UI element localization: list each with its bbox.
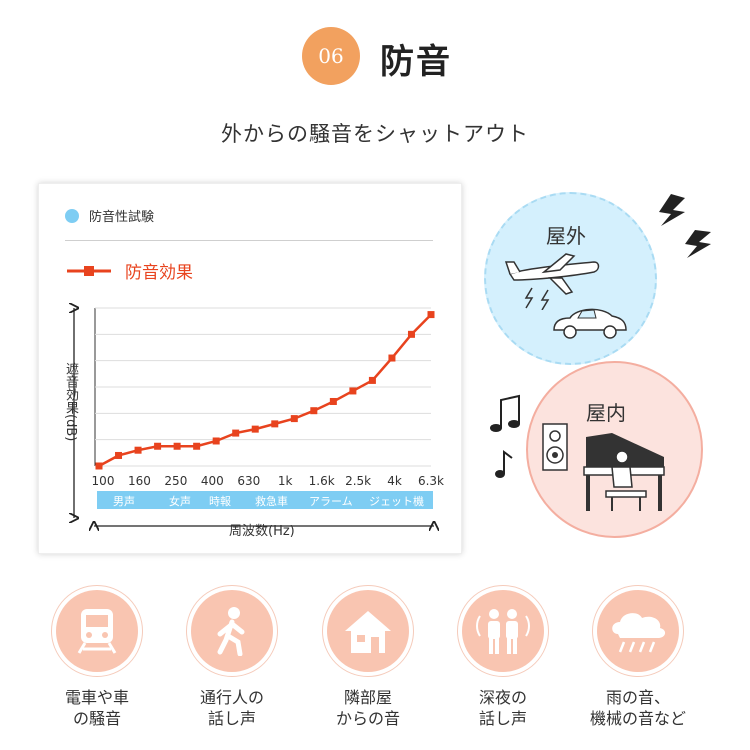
band-label: 女声 bbox=[169, 495, 191, 508]
piano-player-icon bbox=[583, 433, 665, 511]
category-label: 雨の音、 bbox=[605, 688, 670, 707]
indoor-circle: 屋内 bbox=[526, 361, 703, 538]
band-label: 救急車 bbox=[255, 495, 288, 508]
tick-label: 400 bbox=[201, 474, 224, 488]
category-neighbor-room: 隣部屋 からの音 bbox=[316, 585, 420, 729]
data-point bbox=[193, 442, 201, 450]
data-point bbox=[232, 429, 240, 437]
category-label: 隣部屋 bbox=[343, 688, 392, 707]
data-point bbox=[388, 354, 396, 362]
speaker-icon bbox=[542, 423, 568, 471]
music-notes-icon bbox=[490, 394, 520, 478]
tick-label: 100 bbox=[92, 474, 115, 488]
couple-talking-icon bbox=[476, 609, 530, 654]
frequency-band-bar: 男声 女声 時報 救急車 アラーム ジェット機 bbox=[97, 491, 433, 509]
car-icon bbox=[553, 308, 627, 339]
y-axis-label: 遮音効果(dB) bbox=[63, 362, 78, 442]
tick-label: 630 bbox=[237, 474, 260, 488]
tick-label: 2.5k bbox=[345, 474, 371, 488]
category-train-noise: 電車や車 の騒音 bbox=[45, 585, 149, 729]
data-point bbox=[115, 451, 123, 459]
band-label: ジェット機 bbox=[369, 495, 424, 508]
data-point bbox=[329, 397, 337, 405]
rain-cloud-icon bbox=[612, 613, 666, 653]
line-chart: 100 160 250 400 630 1k 1.6k 2.5k 4k 6.3k bbox=[39, 184, 445, 555]
data-point bbox=[134, 446, 142, 454]
data-point bbox=[154, 442, 162, 450]
section-subtitle: 外からの騒音をシャットアウト bbox=[221, 122, 529, 146]
chart-title-text: 防音性試験 bbox=[89, 210, 155, 225]
category-night-talk: 深夜の 話し声 bbox=[451, 585, 555, 729]
x-axis-label: 周波数(Hz) bbox=[229, 524, 295, 539]
data-point bbox=[212, 437, 220, 445]
data-point bbox=[349, 387, 357, 395]
data-point bbox=[427, 311, 435, 319]
data-point bbox=[407, 330, 415, 338]
chart-title: 防音性試験 bbox=[65, 206, 154, 225]
series-legend: 防音効果 bbox=[67, 258, 193, 283]
data-point bbox=[310, 407, 318, 415]
category-label: からの音 bbox=[335, 709, 400, 728]
category-label: 話し声 bbox=[207, 709, 256, 728]
section-title: 防音 bbox=[380, 42, 452, 82]
train-icon bbox=[77, 609, 117, 654]
category-label: 通行人の bbox=[199, 688, 264, 707]
data-point bbox=[271, 420, 279, 428]
data-point bbox=[290, 415, 298, 423]
series-legend-label: 防音効果 bbox=[125, 263, 193, 283]
lightning-icon bbox=[659, 194, 711, 258]
section-number: 06 bbox=[318, 44, 344, 68]
outdoor-circle: 屋外 bbox=[484, 192, 657, 365]
data-point bbox=[95, 462, 103, 470]
tick-label: 1k bbox=[278, 474, 293, 488]
indoor-label: 屋内 bbox=[586, 401, 626, 425]
series-legend-icon bbox=[67, 265, 111, 276]
chart-divider bbox=[65, 240, 433, 241]
data-point bbox=[173, 442, 181, 450]
category-passerby: 通行人の 話し声 bbox=[180, 585, 284, 729]
category-label: 話し声 bbox=[478, 709, 527, 728]
outdoor-label: 屋外 bbox=[546, 224, 586, 248]
band-label: 時報 bbox=[209, 495, 231, 508]
category-rain-machine: 雨の音、機械の音など bbox=[586, 585, 690, 729]
tick-label: 1.6k bbox=[309, 474, 335, 488]
grid-lines bbox=[95, 307, 431, 467]
tick-label: 4k bbox=[387, 474, 402, 488]
tick-label: 250 bbox=[164, 474, 187, 488]
band-label: 男声 bbox=[113, 495, 135, 508]
series-line bbox=[95, 311, 435, 470]
band-label: アラーム bbox=[309, 495, 353, 508]
walking-person-icon bbox=[217, 607, 245, 656]
tick-labels: 100 160 250 400 630 1k 1.6k 2.5k 4k 6.3k bbox=[92, 474, 445, 488]
category-label: 深夜の bbox=[478, 688, 527, 707]
category-label: 電車や車 bbox=[64, 688, 129, 707]
house-icon bbox=[345, 611, 391, 653]
blue-dot-icon bbox=[65, 208, 79, 223]
series-polyline bbox=[98, 313, 432, 468]
section-number-badge: 06 bbox=[302, 27, 360, 85]
tick-label: 6.3k bbox=[418, 474, 444, 488]
category-label: 機械の音など bbox=[589, 709, 686, 728]
data-point bbox=[251, 425, 259, 433]
chart-card: 防音性試験 防音効果 100 160 250 400 630 1k 1.6k 2.5k 4k 6.… bbox=[38, 183, 462, 554]
data-point bbox=[368, 376, 376, 384]
tick-label: 160 bbox=[128, 474, 151, 488]
airplane-icon bbox=[504, 253, 600, 310]
category-label: の騒音 bbox=[72, 709, 121, 728]
